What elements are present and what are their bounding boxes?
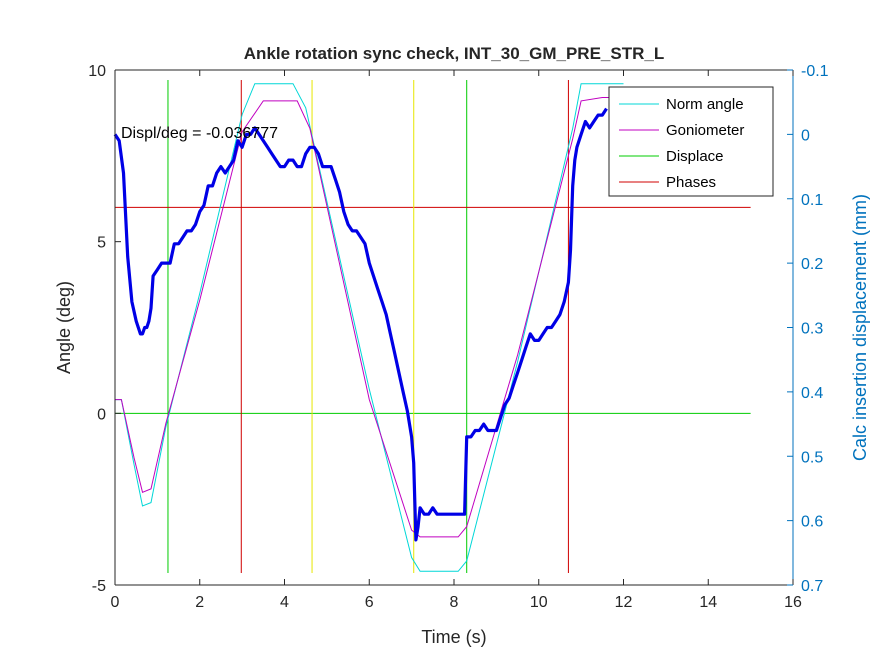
axes xyxy=(114,69,794,586)
y2-tick-label: 0.3 xyxy=(801,321,823,338)
y2-tick-label: 0.6 xyxy=(801,514,823,531)
x-tick-label: 14 xyxy=(699,594,717,611)
tick-labels: 0 2 4 6 8 10 12 14 16 -5 0 5 10 -0.1 0 0.1 0.2 0.3 0.4 0.5 0… xyxy=(88,63,828,611)
x-tick-label: 12 xyxy=(615,594,633,611)
displacement-per-degree-annotation: Displ/deg = -0.036777 xyxy=(121,125,278,142)
y2-tick-label: 0.2 xyxy=(801,256,823,273)
norm-angle-line xyxy=(115,83,624,572)
y-tick-label: 5 xyxy=(97,235,106,252)
chart-title: Ankle rotation sync check, INT_30_GM_PRE… xyxy=(244,44,664,63)
legend: Norm angle Goniometer Displace Phases xyxy=(608,86,774,197)
y2-tick-label: 0.1 xyxy=(801,192,823,209)
y2-tick-label: 0.4 xyxy=(801,385,823,402)
legend-label: Goniometer xyxy=(666,122,744,139)
y-tick-label: -5 xyxy=(92,578,106,595)
x-tick-label: 4 xyxy=(280,594,289,611)
legend-label: Norm angle xyxy=(666,96,744,113)
legend-box xyxy=(608,86,774,197)
y-tick-label: 0 xyxy=(97,406,106,423)
x-tick-label: 2 xyxy=(195,594,204,611)
y-tick-label: 10 xyxy=(88,63,106,80)
x-tick-label: 0 xyxy=(111,594,120,611)
y2-axis-label: Calc insertion displacement (mm) xyxy=(850,194,870,461)
y2-tick-label: 0.7 xyxy=(801,578,823,595)
y2-tick-label: 0 xyxy=(801,127,810,144)
y-axis-label: Angle (deg) xyxy=(54,281,74,374)
legend-label: Phases xyxy=(666,174,716,191)
x-tick-label: 16 xyxy=(784,594,802,611)
x-tick-label: 8 xyxy=(450,594,459,611)
legend-label: Displace xyxy=(666,148,724,165)
y2-tick-label: -0.1 xyxy=(801,63,829,80)
curves xyxy=(113,83,624,572)
goniometer-line xyxy=(115,97,624,538)
x-axis-label: Time (s) xyxy=(421,627,486,647)
x-tick-label: 10 xyxy=(530,594,548,611)
displacement-line xyxy=(113,107,608,542)
x-tick-label: 6 xyxy=(365,594,374,611)
y2-tick-label: 0.5 xyxy=(801,449,823,466)
